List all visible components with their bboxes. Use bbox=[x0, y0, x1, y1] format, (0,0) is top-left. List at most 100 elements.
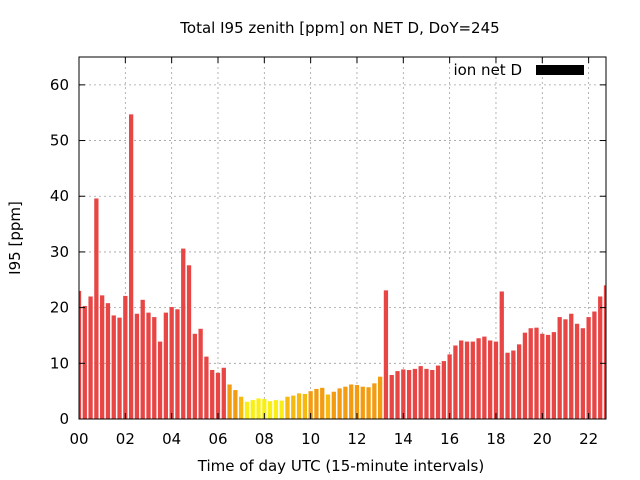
bar bbox=[545, 334, 551, 419]
bar bbox=[435, 365, 441, 419]
bar bbox=[250, 400, 255, 419]
bar bbox=[267, 401, 273, 419]
bar bbox=[389, 375, 394, 419]
bar bbox=[152, 317, 157, 419]
y-tick-label: 30 bbox=[50, 243, 69, 261]
legend-label: ion net D bbox=[453, 61, 522, 79]
bar bbox=[482, 336, 487, 419]
x-tick-label: 02 bbox=[116, 430, 135, 448]
bar bbox=[123, 295, 128, 419]
bar bbox=[117, 317, 122, 419]
x-tick-label: 16 bbox=[440, 430, 459, 448]
bar bbox=[499, 291, 504, 419]
bar bbox=[349, 384, 354, 419]
bar bbox=[169, 307, 174, 419]
bar bbox=[227, 384, 232, 419]
bar bbox=[256, 398, 261, 419]
bar bbox=[331, 391, 336, 419]
bar bbox=[239, 396, 244, 419]
bar bbox=[366, 387, 371, 419]
bar bbox=[540, 333, 545, 419]
x-tick-label: 08 bbox=[255, 430, 274, 448]
bar bbox=[186, 265, 192, 419]
bar bbox=[354, 385, 360, 419]
bar bbox=[273, 400, 279, 419]
x-axis-label: Time of day UTC (15-minute intervals) bbox=[197, 457, 484, 475]
bar bbox=[244, 401, 250, 419]
bar bbox=[343, 386, 348, 419]
bar bbox=[557, 317, 562, 419]
bar bbox=[337, 388, 342, 419]
bar bbox=[279, 400, 284, 419]
y-tick-label: 60 bbox=[50, 76, 69, 94]
x-tick-label: 20 bbox=[533, 430, 552, 448]
bar bbox=[94, 198, 99, 419]
bar bbox=[79, 290, 82, 419]
bar bbox=[111, 315, 116, 419]
chart-title: Total I95 zenith [ppm] on NET D, DoY=245 bbox=[179, 19, 499, 37]
bar bbox=[424, 368, 429, 419]
x-tick-label: 12 bbox=[347, 430, 366, 448]
bar bbox=[192, 333, 197, 419]
x-tick-label: 10 bbox=[301, 430, 320, 448]
x-tick-label: 18 bbox=[486, 430, 505, 448]
bar bbox=[580, 328, 585, 419]
bar bbox=[325, 394, 331, 419]
bar bbox=[210, 369, 215, 419]
bar bbox=[163, 312, 169, 419]
bar bbox=[586, 317, 591, 419]
bar bbox=[528, 328, 533, 419]
legend: ion net D bbox=[453, 61, 584, 79]
bar bbox=[233, 390, 238, 419]
bar bbox=[314, 388, 319, 419]
bar bbox=[488, 340, 493, 419]
x-tick-label: 14 bbox=[394, 430, 413, 448]
bar bbox=[372, 383, 377, 419]
bar bbox=[563, 319, 568, 419]
bar bbox=[100, 295, 105, 419]
y-tick-label: 20 bbox=[50, 299, 69, 317]
bar bbox=[383, 290, 389, 419]
bar bbox=[360, 386, 365, 419]
bar bbox=[302, 393, 307, 419]
bar bbox=[204, 356, 209, 419]
bar bbox=[603, 285, 606, 419]
bar bbox=[447, 354, 452, 419]
x-tick-label: 06 bbox=[208, 430, 227, 448]
bar bbox=[441, 361, 446, 419]
bar bbox=[320, 387, 325, 419]
bar bbox=[470, 341, 475, 419]
bar bbox=[395, 371, 400, 419]
bar bbox=[569, 313, 574, 419]
bar bbox=[285, 396, 290, 419]
bar bbox=[511, 350, 516, 419]
bar bbox=[308, 391, 313, 419]
bar bbox=[476, 338, 481, 419]
bar bbox=[378, 376, 383, 419]
y-tick-label: 40 bbox=[50, 187, 69, 205]
bar bbox=[459, 340, 464, 419]
bars bbox=[79, 114, 606, 420]
bar bbox=[221, 367, 226, 419]
ticks: 0 10 20 30 40 50 60 00 02 04 06 08 10 12 14 16 18 20 22 bbox=[50, 57, 606, 448]
bar bbox=[134, 313, 140, 419]
bar bbox=[505, 352, 510, 419]
bar bbox=[418, 366, 423, 419]
bar bbox=[105, 303, 111, 419]
bar bbox=[88, 296, 93, 419]
bar bbox=[598, 296, 603, 419]
bar bbox=[522, 332, 528, 419]
y-tick-label: 10 bbox=[50, 354, 69, 372]
bar bbox=[464, 341, 470, 419]
bar bbox=[82, 305, 87, 419]
bar bbox=[198, 328, 203, 419]
bar bbox=[592, 311, 597, 419]
bar bbox=[574, 323, 580, 419]
x-tick-label: 22 bbox=[579, 430, 598, 448]
bar bbox=[430, 369, 435, 419]
bar bbox=[412, 368, 418, 419]
bar bbox=[140, 299, 145, 419]
bar bbox=[406, 369, 412, 419]
bar bbox=[453, 345, 458, 419]
